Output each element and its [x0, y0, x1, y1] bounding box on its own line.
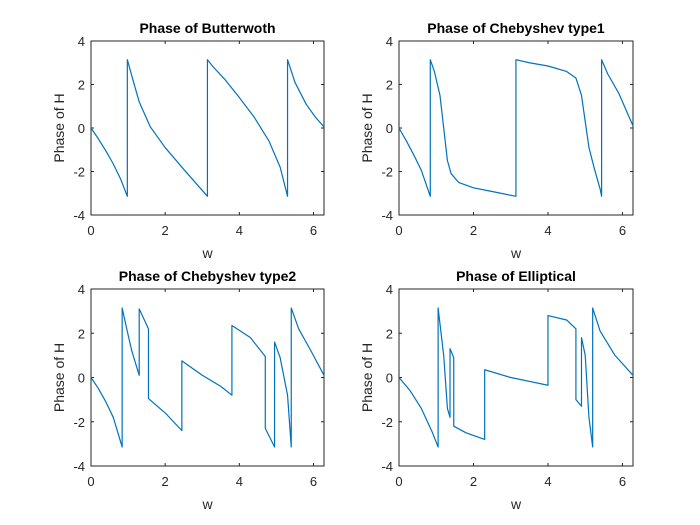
axes-frame: [398, 288, 634, 467]
x-tick-label: 4: [544, 474, 551, 489]
x-tick-label: 2: [162, 474, 169, 489]
phase-line: [398, 307, 634, 448]
x-tick-label: 4: [236, 474, 243, 489]
y-tick-label: -2: [381, 415, 393, 430]
x-tick-label: 0: [395, 474, 402, 489]
axes-frame: [90, 288, 325, 467]
chart-title: Phase of Chebyshev type2: [119, 268, 297, 284]
x-tick-label: 4: [544, 223, 551, 238]
phase-line: [90, 59, 325, 197]
x-tick-label: 2: [470, 474, 477, 489]
y-tick-label: 4: [386, 34, 393, 49]
y-tick-label: 0: [386, 121, 393, 136]
x-tick-label: 2: [162, 223, 169, 238]
x-axis-label: w: [201, 245, 213, 261]
x-tick-label: 0: [87, 223, 94, 238]
chart-title: Phase of Chebyshev type1: [427, 20, 605, 36]
x-tick-label: 4: [236, 223, 243, 238]
chart-title: Phase of Butterwoth: [139, 20, 275, 36]
y-axis-label: Phase of H: [51, 93, 67, 162]
x-axis-label: w: [510, 245, 522, 261]
y-tick-label: 4: [78, 282, 85, 297]
subplot-grid: 0 2 4 6 -4 -2 0 2 4 Phase of Butterwoth w Phase of …: [51, 20, 634, 512]
y-axis-label: Phase of H: [359, 343, 375, 412]
x-tick-label: 6: [619, 474, 626, 489]
y-tick-label: 0: [78, 371, 85, 386]
y-axis-label: Phase of H: [51, 343, 67, 412]
x-tick-label: 6: [310, 223, 317, 238]
x-axis-label: w: [201, 496, 213, 512]
y-tick-label: -2: [73, 415, 85, 430]
y-tick-label: -4: [73, 459, 85, 474]
phase-line: [398, 59, 634, 197]
y-tick-label: 0: [78, 121, 85, 136]
x-tick-label: 0: [87, 474, 94, 489]
y-tick-label: 4: [78, 34, 85, 49]
subplot-2: 0 2 4 6 -4 -2 0 2 4 Phase of Chebyshev type1 w Phas…: [359, 20, 634, 261]
y-axis-label: Phase of H: [359, 93, 375, 162]
x-tick-label: 6: [619, 223, 626, 238]
x-axis-label: w: [510, 496, 522, 512]
y-tick-label: 2: [386, 326, 393, 341]
y-tick-label: 2: [78, 326, 85, 341]
subplot-1: 0 2 4 6 -4 -2 0 2 4 Phase of Butterwoth w Phase of …: [51, 20, 325, 261]
y-tick-label: -4: [381, 459, 393, 474]
x-tick-label: 6: [310, 474, 317, 489]
y-tick-label: -2: [73, 165, 85, 180]
y-tick-label: 0: [386, 371, 393, 386]
y-tick-label: 2: [386, 78, 393, 93]
subplot-4: 0 2 4 6 -4 -2 0 2 4 Phase of Elliptical w Phase of …: [359, 268, 634, 512]
y-tick-label: -4: [73, 208, 85, 223]
phase-line: [90, 307, 325, 448]
y-tick-label: 4: [386, 282, 393, 297]
x-tick-label: 0: [395, 223, 402, 238]
x-tick-label: 2: [470, 223, 477, 238]
y-tick-label: -4: [381, 208, 393, 223]
y-tick-label: -2: [381, 165, 393, 180]
chart-title: Phase of Elliptical: [456, 268, 576, 284]
subplot-3: 0 2 4 6 -4 -2 0 2 4 Phase of Chebyshev type2 w Phas…: [51, 268, 325, 512]
y-tick-label: 2: [78, 78, 85, 93]
